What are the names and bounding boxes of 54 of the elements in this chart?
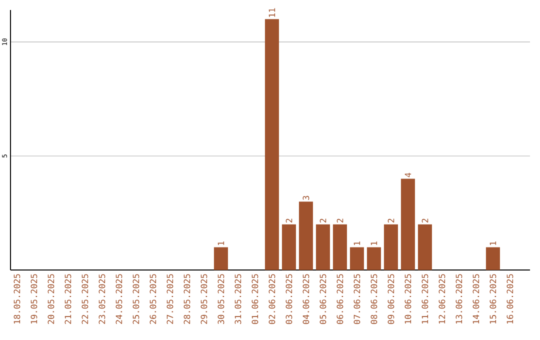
bar xyxy=(282,224,296,270)
x-tick-label: 21.05.2025 xyxy=(64,274,72,324)
data-label: 1 xyxy=(354,241,360,245)
data-label: 11 xyxy=(268,8,276,17)
x-tick-label: 27.05.2025 xyxy=(166,274,174,324)
bar xyxy=(214,247,228,270)
x-tick-label: 22.05.2025 xyxy=(82,274,88,324)
bar xyxy=(264,19,279,270)
data-label: 2 xyxy=(422,218,428,223)
x-tick-label: 13.06.2025 xyxy=(456,274,462,324)
x-tick-label: 07.06.2025 xyxy=(354,274,360,324)
bar xyxy=(350,247,364,270)
x-tick-label: 24.05.2025 xyxy=(116,274,122,324)
x-tick-label: 10.06.2025 xyxy=(404,274,412,324)
x-tick-label: 06.06.2025 xyxy=(336,274,344,324)
bar xyxy=(418,224,432,270)
x-tick-label: 26.05.2025 xyxy=(150,274,156,324)
bar xyxy=(316,224,330,270)
bar xyxy=(298,202,313,270)
x-tick-label: 30.05.2025 xyxy=(218,274,224,324)
data-label: 4 xyxy=(404,172,412,178)
x-tick-label: 04.06.2025 xyxy=(302,274,310,324)
x-tick-label: 12.06.2025 xyxy=(438,274,446,324)
x-tick-label: 09.06.2025 xyxy=(388,274,394,324)
data-label: 3 xyxy=(302,196,310,200)
x-tick-label: 25.05.2025 xyxy=(132,274,140,324)
x-tick-label: 02.06.2025 xyxy=(268,274,276,324)
bar xyxy=(332,224,347,270)
x-tick-label: 14.06.2025 xyxy=(472,274,480,324)
data-label: 2 xyxy=(336,218,344,223)
x-tick-label: 31.05.2025 xyxy=(234,274,242,324)
x-tick-label: 01.06.2025 xyxy=(252,274,258,324)
x-tick-label: 05.06.2025 xyxy=(320,274,326,324)
x-tick-label: 28.05.2025 xyxy=(184,274,190,324)
data-label: 2 xyxy=(388,218,394,223)
data-label: 1 xyxy=(490,241,496,245)
data-label: 1 xyxy=(370,241,378,245)
bar xyxy=(486,247,500,270)
x-tick-label: 23.05.2025 xyxy=(98,274,106,324)
x-tick-label: 11.06.2025 xyxy=(422,274,428,324)
x-tick-label: 15.06.2025 xyxy=(490,274,496,324)
x-tick-label: 08.06.2025 xyxy=(370,274,378,324)
bar xyxy=(366,247,381,270)
data-label: 2 xyxy=(320,218,326,223)
x-tick-label: 19.05.2025 xyxy=(30,274,38,324)
bar xyxy=(384,224,398,270)
data-label: 2 xyxy=(286,218,292,223)
data-label: 1 xyxy=(218,241,224,245)
x-tick-label: 03.06.2025 xyxy=(286,274,292,324)
x-tick-label: 18.05.2025 xyxy=(14,274,20,324)
x-tick-label: 16.06.2025 xyxy=(506,274,514,324)
bar xyxy=(400,178,415,270)
x-tick-label: 20.05.2025 xyxy=(48,274,54,324)
x-tick-label: 29.05.2025 xyxy=(200,274,208,324)
